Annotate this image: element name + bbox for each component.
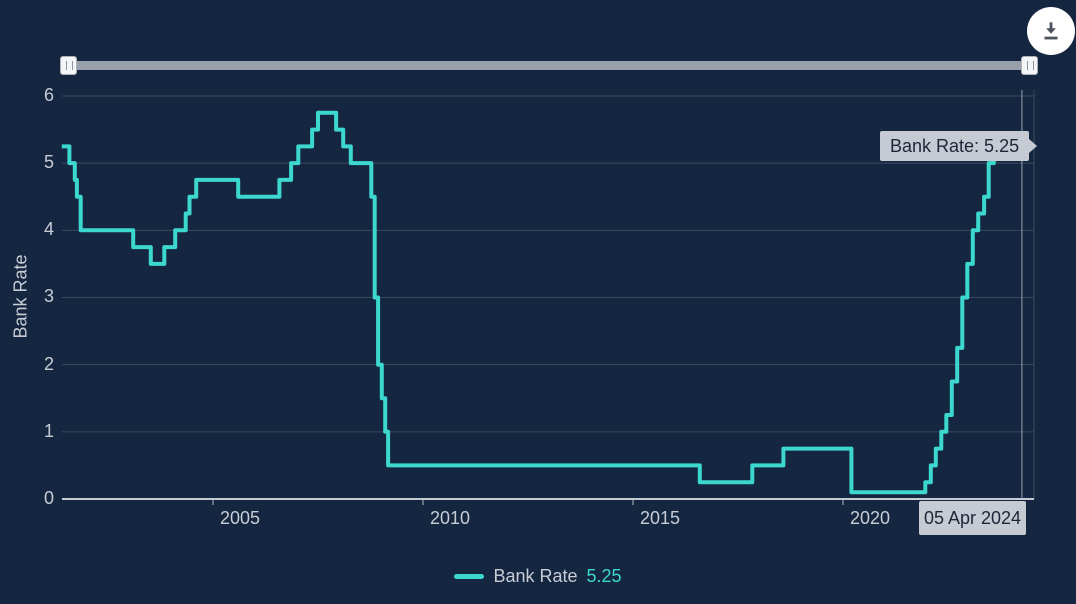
y-tick-label: 6: [43, 84, 54, 105]
legend-label: Bank Rate: [493, 566, 578, 586]
y-tick-label: 4: [43, 219, 54, 240]
tooltip: Bank Rate: 5.25: [880, 131, 1038, 161]
grip-lines-icon: [1027, 61, 1034, 70]
slider-handle-right[interactable]: [1021, 56, 1038, 75]
x-tick-label: 2015: [639, 508, 681, 528]
y-tick-label: 1: [43, 420, 54, 441]
legend-value: 5.25: [586, 566, 622, 586]
tooltip-text: Bank Rate: 5.25: [890, 136, 1020, 156]
y-tick-label: 2: [43, 353, 54, 374]
grip-lines-icon: [66, 61, 73, 70]
legend-line-swatch: [454, 574, 485, 579]
y-tick-label: 0: [43, 488, 54, 508]
x-tick-label: 2010: [429, 508, 471, 528]
legend[interactable]: Bank Rate 5.25: [0, 566, 1076, 587]
download-button[interactable]: [1027, 7, 1075, 55]
y-tick-label: 3: [43, 286, 54, 307]
bank-rate-line[interactable]: [61, 110, 1022, 495]
slider-track[interactable]: [62, 61, 1032, 70]
slider-handle-left[interactable]: [60, 56, 77, 75]
y-tick-label: 5: [43, 152, 54, 173]
download-icon: [1044, 22, 1058, 40]
x-tick-label: 2020: [849, 508, 891, 528]
crosshair-date-label: 05 Apr 2024: [919, 501, 1026, 535]
x-tick-label: 2005: [219, 508, 261, 528]
